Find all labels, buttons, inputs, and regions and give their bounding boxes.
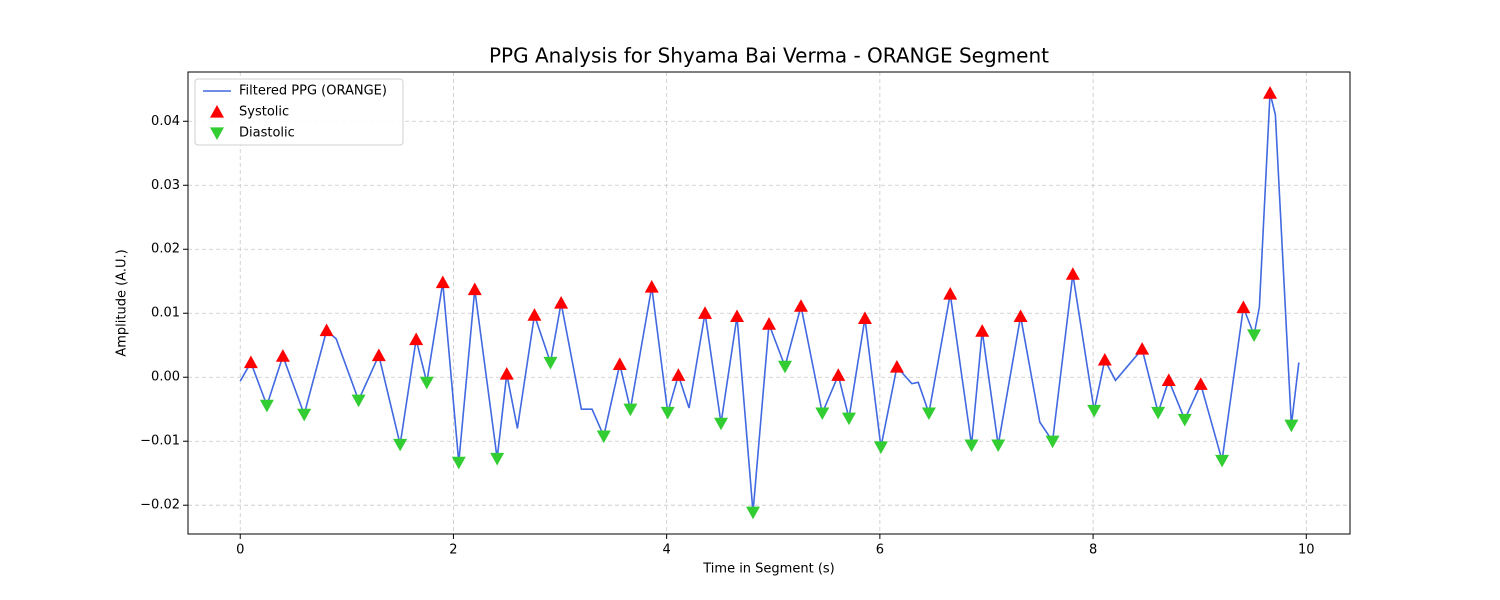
peak-marker bbox=[730, 309, 745, 323]
peak-marker bbox=[527, 308, 542, 321]
peak-marker bbox=[921, 407, 936, 421]
peak-marker bbox=[873, 441, 888, 454]
peak-marker bbox=[762, 317, 776, 330]
peak-marker bbox=[1193, 377, 1208, 390]
legend-swatch bbox=[210, 127, 224, 140]
peak-marker bbox=[623, 403, 638, 417]
peak-marker bbox=[815, 407, 830, 421]
ppg-line bbox=[239, 92, 1300, 513]
peak-marker bbox=[275, 349, 290, 362]
legend-label: Diastolic bbox=[239, 126, 295, 141]
peak-marker bbox=[1135, 342, 1150, 355]
y-tick-label: 0.04 bbox=[151, 114, 180, 129]
peak-marker bbox=[1284, 419, 1299, 433]
y-tick-label: 0.00 bbox=[151, 370, 180, 385]
peak-marker bbox=[1087, 404, 1102, 418]
legend-label: Systolic bbox=[239, 105, 289, 120]
peak-marker bbox=[964, 439, 979, 453]
peak-marker bbox=[660, 406, 675, 420]
peak-marker bbox=[1161, 373, 1176, 387]
chart-title: PPG Analysis for Shyama Bai Verma - ORAN… bbox=[489, 44, 1049, 68]
peak-marker bbox=[841, 412, 856, 426]
peak-marker bbox=[435, 275, 450, 289]
peak-marker bbox=[1247, 329, 1262, 342]
y-tick-label: −0.01 bbox=[140, 434, 180, 449]
y-axis-label: Amplitude (A.U.) bbox=[115, 249, 130, 356]
x-tick-label: 10 bbox=[1298, 543, 1315, 558]
peak-marker bbox=[1215, 454, 1230, 468]
peak-marker bbox=[644, 280, 659, 293]
plot-frame bbox=[187, 71, 1351, 535]
peak-marker bbox=[777, 360, 792, 374]
peak-marker bbox=[1151, 406, 1166, 420]
peak-marker bbox=[714, 417, 729, 431]
peak-marker bbox=[698, 306, 713, 319]
x-tick-label: 0 bbox=[236, 543, 244, 558]
y-tick-label: 0.02 bbox=[151, 242, 180, 257]
peak-marker bbox=[943, 287, 958, 300]
peak-marker bbox=[1065, 267, 1080, 280]
peak-marker bbox=[499, 367, 514, 380]
legend-swatch bbox=[210, 105, 224, 118]
peak-marker bbox=[1045, 435, 1060, 449]
peak-marker bbox=[831, 368, 846, 381]
peak-marker bbox=[671, 368, 686, 381]
peak-marker bbox=[1097, 352, 1112, 366]
peak-marker bbox=[793, 299, 808, 312]
peak-marker bbox=[596, 430, 611, 444]
peak-marker bbox=[889, 359, 904, 373]
legend-box bbox=[194, 78, 404, 146]
peak-marker bbox=[297, 408, 312, 422]
y-tick-label: 0.01 bbox=[151, 306, 180, 321]
peak-marker bbox=[243, 355, 258, 369]
x-tick-label: 6 bbox=[876, 543, 884, 558]
peak-marker bbox=[1177, 413, 1192, 427]
legend-label: Filtered PPG (ORANGE) bbox=[239, 84, 387, 99]
y-tick-label: −0.02 bbox=[140, 498, 180, 513]
peak-marker bbox=[612, 357, 627, 371]
peak-marker bbox=[451, 456, 466, 470]
peak-marker bbox=[857, 311, 872, 324]
peak-marker bbox=[975, 324, 990, 337]
peak-marker bbox=[319, 323, 334, 337]
peak-marker bbox=[490, 452, 505, 466]
peak-marker bbox=[467, 282, 482, 296]
peak-marker bbox=[554, 296, 569, 309]
peak-marker bbox=[1013, 309, 1028, 323]
x-tick-label: 8 bbox=[1089, 543, 1097, 558]
peak-marker bbox=[351, 394, 366, 408]
x-tick-label: 2 bbox=[449, 543, 457, 558]
peak-marker bbox=[371, 348, 386, 362]
peak-marker bbox=[1263, 86, 1278, 99]
peak-marker bbox=[1236, 300, 1251, 314]
peak-marker bbox=[543, 356, 558, 370]
x-tick-label: 4 bbox=[663, 543, 671, 558]
peak-marker bbox=[409, 332, 424, 346]
peak-marker bbox=[746, 506, 761, 520]
peak-marker bbox=[259, 399, 274, 413]
y-tick-label: 0.03 bbox=[151, 178, 180, 193]
peak-marker bbox=[419, 376, 434, 390]
x-axis-label: Time in Segment (s) bbox=[702, 562, 834, 577]
peak-marker bbox=[393, 438, 408, 452]
peak-marker bbox=[991, 439, 1006, 453]
